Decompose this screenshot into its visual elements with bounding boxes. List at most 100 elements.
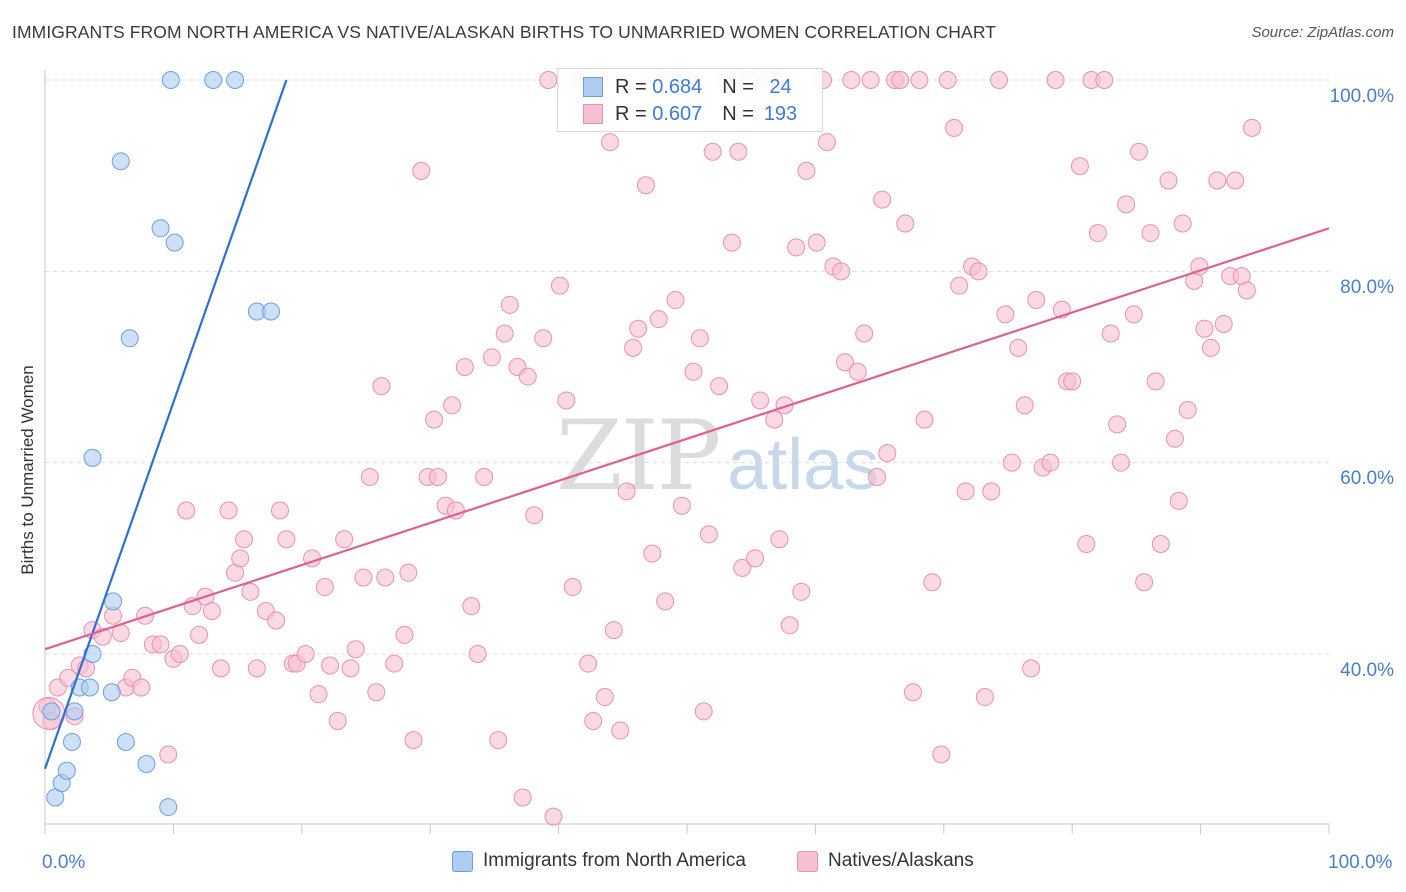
pink-point (932, 745, 951, 764)
watermark: ZIPatlas (556, 400, 879, 512)
pink-point (1173, 214, 1192, 233)
pink-point (443, 396, 462, 415)
stats-r-label: R = (615, 75, 647, 98)
pink-point (775, 396, 794, 415)
pink-point (722, 233, 741, 252)
pink-point (1015, 396, 1034, 415)
pink-point (896, 214, 915, 233)
stats-n-label: N = (722, 75, 754, 98)
pink-point (975, 688, 994, 707)
pink-point (241, 582, 260, 601)
stats-n-value-pink: 193 (763, 102, 798, 125)
pink-point (1111, 453, 1130, 472)
pink-point (945, 118, 964, 137)
pink-point (500, 295, 519, 314)
pink-point (1178, 401, 1197, 420)
pink-point (518, 367, 537, 386)
pink-point (649, 310, 668, 329)
pink-point (315, 578, 334, 597)
pink-point (579, 654, 598, 673)
y-axis-label: Births to Unmarried Women (18, 365, 37, 575)
pink-point (534, 329, 553, 348)
blue-point (80, 678, 99, 697)
stats-swatch-blue (583, 77, 603, 97)
pink-point (513, 788, 532, 807)
blue-point (104, 592, 123, 611)
pink-point (699, 525, 718, 544)
pink-point (267, 611, 286, 630)
blue-point (161, 71, 180, 89)
pink-point (425, 410, 444, 429)
pink-point (1077, 534, 1096, 553)
stats-n-label: N = (722, 102, 754, 125)
pink-point (132, 678, 151, 697)
pink-point (489, 731, 508, 750)
legend-label: Natives/Alaskans (828, 850, 974, 871)
pink-point (1002, 453, 1021, 472)
pink-point (629, 319, 648, 338)
pink-point (455, 358, 474, 376)
pink-point (690, 329, 709, 348)
pink-point (211, 659, 230, 678)
y-tick-label: 40.0% (1340, 660, 1394, 681)
legend-item-natives[interactable]: Natives/Alaskans (797, 850, 974, 872)
pink-point (309, 685, 328, 704)
stats-row-pink: R = 0.607 N = 193 (558, 100, 802, 128)
pink-point (729, 142, 748, 161)
pink-point (270, 501, 289, 520)
legend-label: Immigrants from North America (483, 850, 746, 871)
pink-point (751, 391, 770, 410)
stats-r-value-blue: 0.684 (652, 75, 703, 98)
pink-point (1226, 171, 1245, 190)
pink-point (231, 549, 250, 568)
pink-point (539, 71, 558, 89)
pink-point (868, 468, 887, 487)
y-tick-label: 100.0% (1329, 86, 1394, 107)
pink-point (1190, 257, 1209, 276)
pink-point (1009, 338, 1028, 357)
legend-swatch-pink (797, 850, 818, 872)
blue-point (226, 71, 245, 89)
pink-point (600, 133, 619, 152)
pink-point (584, 711, 603, 730)
pink-point (672, 496, 691, 515)
blue-point (57, 761, 76, 780)
pink-point (468, 645, 487, 663)
pink-point (177, 501, 196, 520)
pink-point (1159, 171, 1178, 190)
y-tick-label: 60.0% (1340, 468, 1394, 489)
pink-point (656, 592, 675, 611)
pink-point (861, 71, 880, 89)
pink-point (367, 683, 386, 702)
legend-swatch-blue (452, 850, 473, 872)
y-tick-label: 80.0% (1340, 277, 1394, 298)
pink-point (247, 659, 266, 678)
pink-point (1141, 224, 1160, 243)
pink-point (817, 133, 836, 152)
pink-point (335, 530, 354, 549)
pink-point (624, 338, 643, 357)
legend-item-immigrants[interactable]: Immigrants from North America (452, 850, 746, 872)
pink-point (1237, 281, 1256, 300)
pink-point (891, 71, 910, 89)
pink-point (1041, 453, 1060, 472)
pink-point (694, 702, 713, 721)
blue-point (62, 733, 81, 752)
pink-point (328, 711, 347, 730)
blue-point (42, 702, 61, 721)
pink-point (1088, 224, 1107, 243)
pink-point (219, 501, 238, 520)
pink-point (462, 597, 481, 616)
pink-point (563, 578, 582, 597)
pink-point (903, 683, 922, 702)
pink-point (835, 353, 854, 372)
stats-n-value-blue: 24 (769, 75, 792, 98)
pink-point (1124, 305, 1143, 324)
pink-point (1135, 573, 1154, 592)
pink-point (792, 582, 811, 601)
pink-point (855, 324, 874, 343)
pink-point (684, 362, 703, 381)
pink-point (1214, 314, 1233, 333)
pink-point (159, 745, 178, 764)
pink-point (376, 568, 395, 587)
